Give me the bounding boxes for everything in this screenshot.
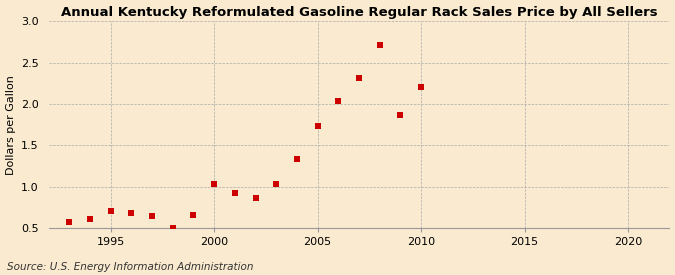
Point xyxy=(209,182,219,187)
Point xyxy=(416,84,427,89)
Text: Source: U.S. Energy Information Administration: Source: U.S. Energy Information Administ… xyxy=(7,262,253,272)
Y-axis label: Dollars per Gallon: Dollars per Gallon xyxy=(5,75,16,175)
Point xyxy=(126,211,137,216)
Point xyxy=(250,196,261,200)
Point xyxy=(167,226,178,231)
Point xyxy=(333,98,344,103)
Point xyxy=(271,182,281,186)
Point xyxy=(292,156,302,161)
Point xyxy=(313,124,323,129)
Point xyxy=(375,43,385,47)
Point xyxy=(146,214,157,218)
Point xyxy=(395,113,406,117)
Point xyxy=(64,219,75,224)
Point xyxy=(84,217,95,221)
Point xyxy=(354,76,364,81)
Title: Annual Kentucky Reformulated Gasoline Regular Rack Sales Price by All Sellers: Annual Kentucky Reformulated Gasoline Re… xyxy=(61,6,657,18)
Point xyxy=(105,209,116,213)
Point xyxy=(188,213,199,217)
Point xyxy=(230,191,240,195)
